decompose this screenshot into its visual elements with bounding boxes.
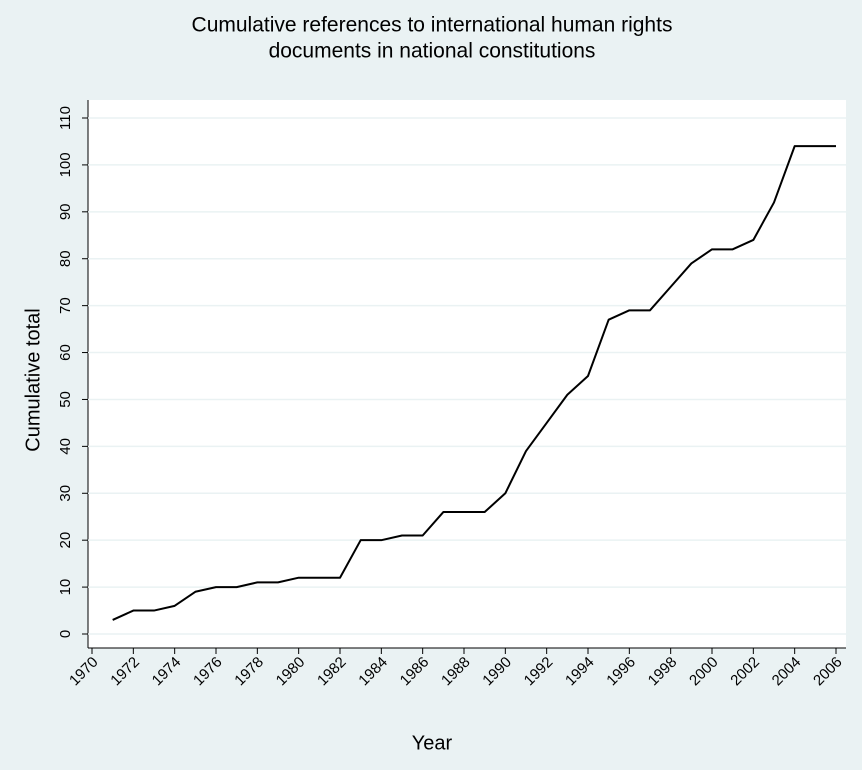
- y-tick-label: 70: [57, 297, 74, 314]
- x-axis-title: Year: [412, 732, 453, 754]
- x-tick-label: 1996: [603, 654, 639, 690]
- x-tick-label: 1974: [149, 654, 185, 690]
- x-tick-label: 1994: [562, 654, 598, 690]
- y-tick-label: 110: [57, 106, 74, 130]
- y-tick-label: 10: [57, 579, 74, 596]
- data-line: [112, 145, 836, 621]
- x-tick-label: 2002: [727, 654, 763, 690]
- x-tick-label: 2004: [769, 654, 805, 690]
- y-tick-label: 30: [57, 485, 74, 502]
- chart-title: Cumulative references to international h…: [192, 14, 673, 37]
- x-tick-label: 1972: [107, 654, 143, 690]
- y-tick-label: 20: [57, 532, 74, 549]
- y-axis-title: Cumulative total: [22, 308, 44, 451]
- x-tick-label: 1998: [645, 654, 681, 690]
- y-tick-label: 0: [57, 630, 74, 638]
- x-tick-label: 1982: [314, 654, 350, 690]
- chart-title: documents in national constitutions: [269, 40, 596, 63]
- x-tick-label: 1980: [273, 654, 309, 690]
- y-tick-label: 60: [57, 344, 74, 361]
- y-tick-label: 100: [57, 152, 74, 177]
- y-tick-label: 80: [57, 250, 74, 267]
- x-tick-label: 2000: [686, 654, 722, 690]
- y-tick-label: 40: [57, 438, 74, 455]
- x-tick-label: 2006: [810, 654, 846, 690]
- plot-area: [88, 100, 846, 648]
- y-tick-label: 50: [57, 391, 74, 408]
- x-tick-label: 1986: [397, 654, 433, 690]
- y-tick-label: 90: [57, 203, 74, 220]
- x-tick-label: 1976: [190, 654, 226, 690]
- x-tick-label: 1970: [66, 654, 102, 690]
- x-tick-label: 1978: [231, 654, 267, 690]
- x-tick-label: 1990: [479, 654, 515, 690]
- x-tick-label: 1984: [355, 654, 391, 690]
- x-tick-label: 1988: [438, 654, 474, 690]
- x-tick-label: 1992: [521, 654, 557, 690]
